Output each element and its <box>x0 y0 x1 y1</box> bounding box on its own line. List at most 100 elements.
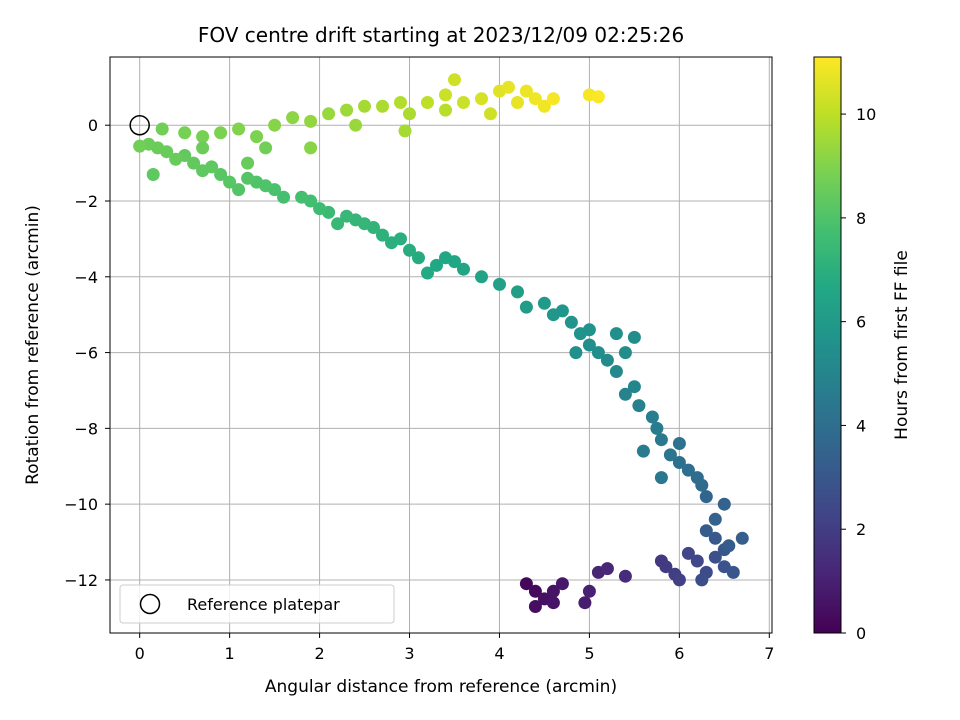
data-point <box>663 448 677 462</box>
colorbar-tick-label: 6 <box>856 313 866 332</box>
data-point <box>439 103 452 117</box>
data-point <box>259 141 273 155</box>
data-point <box>582 323 596 337</box>
colorbar-gradient <box>813 56 842 634</box>
data-point <box>340 209 354 223</box>
data-point <box>232 122 246 136</box>
grid-layer <box>110 57 772 633</box>
data-point <box>690 554 704 568</box>
y-tick-label: 0 <box>88 116 98 135</box>
legend-marker-circle <box>139 593 161 615</box>
axis-ticks: 0 1 2 3 4 5 6 7 0 −2 −4 −6 −8 −10 −12 <box>64 116 774 663</box>
data-point <box>726 565 740 579</box>
data-point <box>564 315 578 329</box>
data-point <box>169 152 183 166</box>
data-point <box>632 399 646 413</box>
data-point <box>546 584 560 598</box>
x-tick-label: 6 <box>674 644 684 663</box>
data-point <box>241 171 255 185</box>
data-point <box>591 346 605 360</box>
data-point <box>412 251 425 265</box>
data-point <box>457 96 470 109</box>
data-point <box>609 365 623 378</box>
data-point <box>385 236 398 250</box>
data-point <box>457 262 470 276</box>
reference-platepar-marker <box>129 114 150 136</box>
data-point <box>439 251 452 265</box>
data-point <box>286 111 300 125</box>
data-point <box>600 353 614 367</box>
data-point <box>439 88 452 102</box>
data-point <box>376 99 389 113</box>
y-axis-label: Rotation from reference (arcmin) <box>23 205 43 485</box>
x-tick-label: 7 <box>764 644 774 663</box>
data-point <box>268 118 282 132</box>
data-point <box>349 118 363 132</box>
data-point <box>196 130 210 144</box>
data-point <box>493 277 506 291</box>
data-point <box>528 600 542 613</box>
x-tick-label: 0 <box>135 644 145 663</box>
data-point <box>618 569 632 583</box>
data-point <box>448 73 461 87</box>
y-tick-label: −6 <box>74 344 98 363</box>
data-point <box>519 577 533 591</box>
data-point <box>403 243 416 257</box>
data-point <box>650 421 664 435</box>
data-point <box>421 96 434 109</box>
chart-title: FOV centre drift starting at 2023/12/09 … <box>198 23 684 47</box>
y-tick-label: −2 <box>74 192 98 211</box>
data-point <box>146 168 160 181</box>
data-point <box>672 456 686 469</box>
data-point <box>331 217 345 231</box>
data-point <box>722 539 736 553</box>
legend: Reference platepar <box>119 584 395 624</box>
x-tick-label: 2 <box>314 644 324 663</box>
data-point <box>196 141 210 155</box>
colorbar-tick-label: 10 <box>856 105 876 124</box>
y-tick-label: −4 <box>74 268 98 287</box>
data-point <box>502 80 515 94</box>
y-tick-label: −8 <box>74 419 98 438</box>
data-point <box>241 156 255 170</box>
data-point <box>555 577 569 591</box>
data-point <box>708 550 722 564</box>
data-points <box>129 73 749 613</box>
data-point <box>376 228 389 242</box>
data-point <box>582 338 596 352</box>
data-point <box>569 346 583 360</box>
data-point <box>196 164 210 178</box>
data-point <box>394 96 407 109</box>
colorbar-ticks: 0 2 4 6 8 10 <box>841 105 876 643</box>
data-point <box>187 156 201 170</box>
data-point <box>609 327 623 341</box>
data-point <box>340 103 354 117</box>
data-point <box>546 308 560 322</box>
data-point <box>304 141 318 155</box>
data-point <box>511 285 524 299</box>
data-point <box>699 490 713 504</box>
data-point <box>672 437 686 450</box>
x-tick-label: 1 <box>225 644 235 663</box>
colorbar-label: Hours from first FF file <box>892 250 912 440</box>
y-tick-label: −10 <box>64 495 98 514</box>
data-point <box>690 471 704 485</box>
data-point <box>735 531 749 545</box>
data-point <box>475 270 488 284</box>
data-point <box>430 258 443 272</box>
data-point <box>618 346 632 360</box>
data-point <box>654 433 668 447</box>
data-point <box>636 444 650 458</box>
data-point <box>591 90 605 104</box>
plot-frame <box>109 56 773 634</box>
data-point <box>659 560 673 574</box>
data-point <box>511 96 524 109</box>
data-point <box>672 573 686 587</box>
colorbar-tick-label: 0 <box>856 624 866 643</box>
data-point <box>403 107 416 121</box>
legend-box <box>119 584 395 624</box>
data-point <box>178 126 192 140</box>
data-point <box>546 596 560 610</box>
data-point <box>358 99 371 113</box>
data-point <box>627 380 641 394</box>
